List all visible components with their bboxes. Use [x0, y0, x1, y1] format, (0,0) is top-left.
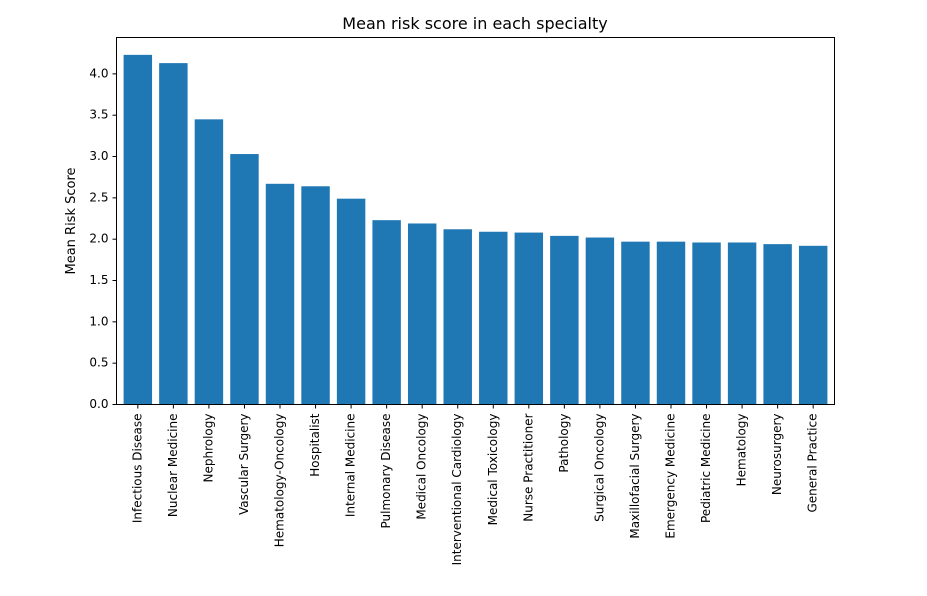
x-tick-label: Nurse Practitioner [521, 413, 535, 521]
y-tick-label: 4.0 [89, 66, 108, 80]
x-tick-label: Interventional Cardiology [450, 414, 464, 566]
x-axis: Infectious Disease Nuclear Medicine Nephro… [130, 404, 820, 566]
x-tick-label: Infectious Disease [130, 414, 144, 524]
y-tick-label: 3.5 [89, 108, 108, 122]
bar-nephrology [194, 119, 224, 405]
x-tick-label: Pulmonary Disease [379, 414, 393, 529]
bar-neurosurgery [763, 244, 792, 405]
x-tick-label: Nuclear Medicine [166, 414, 180, 518]
bar-pulmonary-disease [372, 220, 401, 405]
x-tick-label: Pathology [557, 414, 571, 473]
x-tick-label: Neurosurgery [770, 414, 784, 496]
bar-interventional-cardiology [443, 229, 472, 405]
plot-frame [116, 37, 835, 405]
y-tick-label: 0.0 [89, 397, 108, 411]
bar-general-practice [798, 245, 828, 405]
x-tick-label: Medical Toxicology [486, 414, 500, 526]
x-tick-label: Internal Medicine [344, 414, 358, 518]
x-tick-label: Surgical Oncology [592, 414, 606, 522]
x-tick-label: Hospitalist [308, 413, 322, 477]
bar-vascular-surgery [230, 154, 259, 405]
y-tick-label: 2.5 [89, 190, 108, 204]
y-axis-label: Mean Risk Score [64, 167, 79, 274]
bar-pathology [550, 235, 579, 405]
bar-surgical-oncology [585, 237, 615, 405]
bar-emergency-medicine [656, 241, 686, 405]
bar-medical-toxicology [479, 231, 508, 405]
bar-nuclear-medicine [159, 63, 188, 405]
x-tick-label: Pediatric Medicine [699, 414, 713, 524]
y-tick-label: 3.0 [89, 149, 108, 163]
x-tick-label: General Practice [806, 414, 820, 513]
x-tick-label: Maxillofacial Surgery [628, 414, 642, 539]
bar-internal-medicine [336, 198, 366, 405]
bar-medical-oncology [407, 223, 437, 405]
bar-hematology [727, 242, 757, 405]
x-tick-label: Emergency Medicine [664, 414, 678, 539]
bar-nurse-practitioner [514, 232, 544, 405]
bar-maxillofacial-surgery [621, 241, 650, 405]
y-tick-label: 0.5 [89, 356, 108, 370]
bar-pediatric-medicine [692, 242, 721, 405]
bar-hematology-oncology [265, 183, 295, 405]
chart-title: Mean risk score in each specialty [342, 14, 607, 33]
x-tick-label: Hematology [735, 414, 749, 487]
x-tick-label: Nephrology [201, 414, 215, 483]
bars-group [123, 54, 828, 405]
y-tick-label: 1.5 [89, 273, 108, 287]
x-tick-label: Medical Oncology [415, 414, 429, 520]
x-tick-label: Vascular Surgery [237, 414, 251, 516]
y-tick-label: 1.0 [89, 314, 108, 328]
y-tick-label: 2.0 [89, 232, 108, 246]
x-tick-label: Hematology-Oncology [273, 414, 287, 548]
bar-hospitalist [301, 186, 330, 405]
y-axis: 0.0 0.5 1.0 1.5 2.0 2.5 3.0 3.5 4.0 [89, 66, 117, 411]
bar-infectious-disease [123, 54, 153, 405]
